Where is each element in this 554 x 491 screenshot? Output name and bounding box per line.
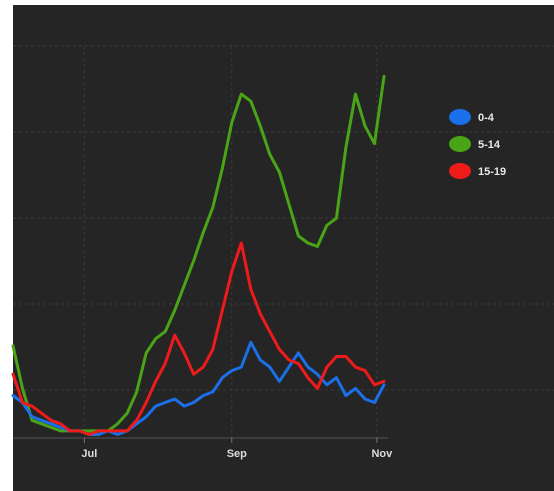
legend: 0-4 5-14 15-19 [449, 109, 506, 179]
legend-marker-5-14 [449, 136, 471, 152]
series-lines [11, 74, 386, 436]
chart-background [13, 0, 554, 491]
legend-label-15-19: 15-19 [478, 166, 506, 178]
grid [13, 45, 554, 438]
x-tick-label-nov: Nov [371, 448, 393, 460]
series-line-15-19 [11, 241, 386, 436]
x-axis: Jul Sep Nov [81, 438, 393, 460]
x-tick-label-sep: Sep [227, 448, 247, 460]
legend-label-0-4: 0-4 [478, 112, 495, 124]
x-tick-label-jul: Jul [81, 448, 97, 460]
legend-label-5-14: 5-14 [478, 139, 501, 151]
top-border [0, 0, 554, 5]
legend-marker-0-4 [449, 109, 471, 125]
legend-marker-15-19 [449, 163, 471, 179]
